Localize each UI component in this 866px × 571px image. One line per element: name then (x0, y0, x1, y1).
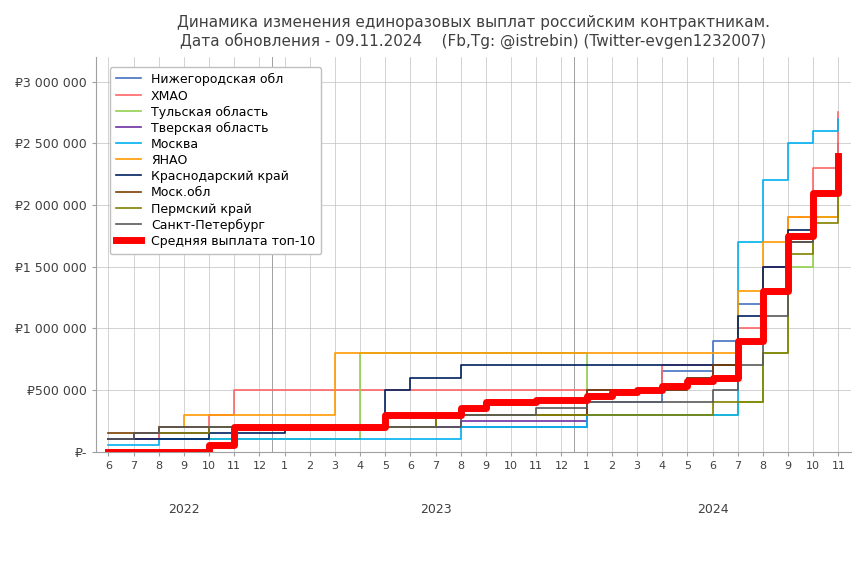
Title: Динамика изменения единоразовых выплат российским контрактникам.
Дата обновления: Динамика изменения единоразовых выплат р… (177, 15, 770, 49)
Text: 2022: 2022 (168, 503, 200, 516)
Legend: Нижегородская обл, ХМАО, Тульская область, Тверская область, Москва, ЯНАО, Красн: Нижегородская обл, ХМАО, Тульская област… (110, 67, 321, 254)
Text: 2024: 2024 (697, 503, 728, 516)
Text: 2023: 2023 (420, 503, 451, 516)
